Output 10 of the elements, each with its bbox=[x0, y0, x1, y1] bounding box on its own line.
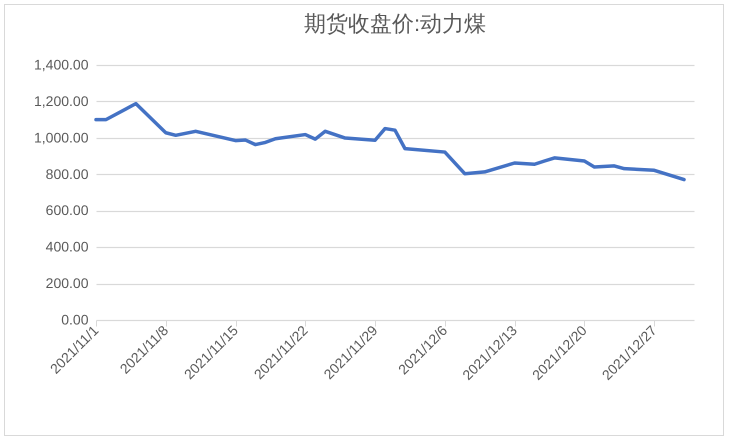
y-tick-label: 600.00 bbox=[46, 202, 89, 218]
y-tick-label: 0.00 bbox=[61, 312, 89, 328]
y-tick-label: 400.00 bbox=[46, 238, 89, 255]
y-tick-label: 1,000.00 bbox=[34, 129, 89, 146]
y-tick-label: 200.00 bbox=[46, 275, 89, 292]
chart-title: 期货收盘价:动力煤 bbox=[304, 11, 486, 36]
y-tick-label: 1,200.00 bbox=[34, 92, 89, 109]
line-series bbox=[94, 102, 686, 182]
y-tick-label: 800.00 bbox=[46, 166, 89, 182]
y-tick-label: 1,400.00 bbox=[34, 56, 89, 72]
